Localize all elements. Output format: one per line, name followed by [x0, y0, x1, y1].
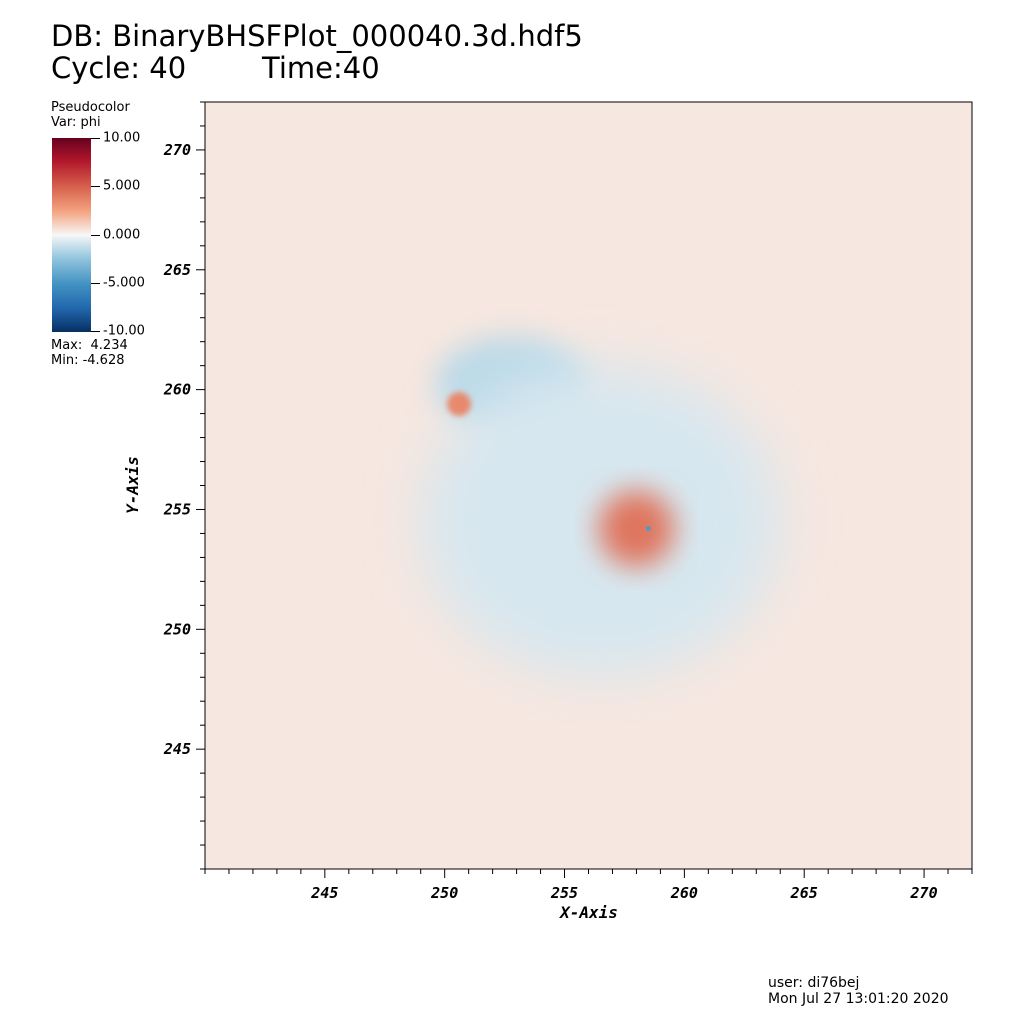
colorbar-tick: [91, 138, 100, 139]
x-tick-label: 245: [310, 884, 338, 902]
y-tick-label: 250: [163, 620, 191, 638]
colorbar-label: -10.00: [103, 323, 145, 339]
time-label: Time:40: [262, 51, 380, 85]
database-title: DB: BinaryBHSFPlot_000040.3d.hdf5: [51, 19, 583, 53]
colorbar-tick: [91, 331, 100, 332]
colorbar-tick: [91, 283, 100, 284]
heatmap: [205, 102, 972, 869]
colorbar-label: 5.000: [103, 178, 141, 194]
colorbar-label: 0.000: [103, 227, 141, 243]
x-tick-label: 250: [430, 884, 458, 902]
y-tick-label: 260: [163, 381, 191, 399]
heatmap-feature-blob-3: [598, 490, 675, 567]
y-tick-label: 255: [163, 500, 191, 518]
y-tick-label: 265: [163, 261, 191, 279]
x-tick-label: 255: [550, 884, 578, 902]
colorbar-label: -5.000: [103, 275, 145, 291]
date-label: Mon Jul 27 13:01:20 2020: [768, 991, 949, 1007]
y-tick-label: 245: [163, 740, 191, 758]
colorbar-tick: [91, 235, 100, 236]
cycle-time-line: Cycle: 40 Time:40: [51, 51, 380, 85]
axis-labels: 245 250 255 260 265 270 245 250 255 260 265 270: [163, 141, 938, 902]
colorbar-tick: [91, 186, 100, 187]
heatmap-feature-point-4: [645, 526, 651, 532]
y-tick-label: 270: [163, 141, 191, 159]
x-tick-label: 260: [670, 884, 698, 902]
legend-variable: Var: phi: [51, 115, 101, 130]
x-tick-label: 270: [910, 884, 938, 902]
colorbar-label: 10.00: [103, 130, 141, 146]
axis-ticks: [196, 101, 973, 878]
heatmap-feature-blob-5: [447, 392, 472, 416]
legend-title: Pseudocolor: [51, 100, 130, 115]
colorbar: [52, 138, 91, 332]
user-label: user: di76bej: [768, 975, 860, 991]
legend-min: Min: -4.628: [51, 353, 125, 368]
y-axis-title: Y-Axis: [123, 456, 142, 514]
x-axis-title: X-Axis: [558, 903, 618, 922]
cycle-label: Cycle: 40: [51, 51, 187, 85]
legend-max: Max: 4.234: [51, 338, 128, 353]
x-tick-label: 265: [790, 884, 818, 902]
